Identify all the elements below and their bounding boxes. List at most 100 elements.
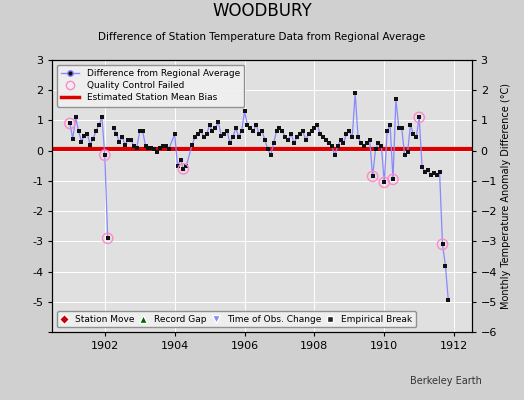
- Point: [217, 132, 225, 139]
- Point: [165, 146, 173, 152]
- Point: [156, 144, 165, 151]
- Point: [228, 134, 237, 140]
- Point: [430, 170, 438, 176]
- Point: [83, 131, 92, 137]
- Point: [144, 144, 152, 151]
- Point: [255, 131, 263, 137]
- Point: [179, 166, 188, 172]
- Point: [383, 128, 391, 134]
- Point: [74, 128, 83, 134]
- Point: [441, 262, 450, 269]
- Point: [179, 166, 188, 172]
- Y-axis label: Monthly Temperature Anomaly Difference (°C): Monthly Temperature Anomaly Difference (…: [501, 83, 511, 309]
- Point: [342, 131, 351, 137]
- Point: [340, 140, 348, 146]
- Point: [398, 125, 406, 131]
- Point: [301, 137, 310, 143]
- Point: [118, 134, 126, 140]
- Point: [153, 149, 161, 155]
- Point: [357, 140, 365, 146]
- Point: [86, 142, 94, 148]
- Point: [415, 114, 423, 121]
- Point: [336, 137, 345, 143]
- Point: [438, 241, 446, 248]
- Point: [249, 128, 257, 134]
- Point: [66, 120, 74, 127]
- Point: [78, 138, 86, 145]
- Point: [444, 297, 453, 304]
- Point: [101, 152, 109, 158]
- Text: Difference of Station Temperature Data from Regional Average: Difference of Station Temperature Data f…: [99, 32, 425, 42]
- Point: [359, 143, 368, 149]
- Point: [307, 128, 315, 134]
- Point: [412, 134, 420, 140]
- Point: [101, 152, 109, 158]
- Point: [333, 143, 342, 149]
- Point: [389, 176, 397, 182]
- Point: [237, 128, 246, 134]
- Point: [389, 176, 397, 182]
- Point: [138, 128, 147, 134]
- Point: [363, 140, 371, 146]
- Point: [441, 262, 450, 269]
- Point: [374, 140, 383, 146]
- Point: [69, 135, 77, 142]
- Text: WOODBURY: WOODBURY: [212, 2, 312, 20]
- Point: [275, 125, 283, 131]
- Point: [95, 122, 103, 128]
- Point: [418, 164, 427, 170]
- Point: [313, 122, 322, 128]
- Point: [377, 143, 386, 149]
- Point: [444, 297, 453, 304]
- Point: [348, 134, 356, 140]
- Point: [162, 143, 170, 149]
- Point: [322, 137, 330, 143]
- Point: [209, 128, 217, 134]
- Point: [89, 135, 97, 142]
- Point: [325, 140, 333, 146]
- Point: [241, 108, 249, 114]
- Point: [316, 131, 324, 137]
- Point: [392, 96, 400, 102]
- Point: [395, 125, 403, 131]
- Point: [133, 144, 141, 151]
- Point: [159, 143, 167, 149]
- Point: [278, 128, 287, 134]
- Point: [71, 114, 80, 121]
- Point: [403, 149, 412, 155]
- Point: [214, 119, 223, 125]
- Legend: Station Move, Record Gap, Time of Obs. Change, Empirical Break: Station Move, Record Gap, Time of Obs. C…: [57, 311, 416, 328]
- Point: [409, 131, 418, 137]
- Point: [182, 162, 191, 169]
- Point: [115, 138, 124, 145]
- Point: [406, 122, 414, 128]
- Point: [284, 137, 292, 143]
- Point: [173, 162, 182, 169]
- Point: [368, 173, 377, 180]
- Point: [328, 143, 336, 149]
- Point: [299, 128, 307, 134]
- Point: [191, 134, 199, 140]
- Point: [252, 122, 260, 128]
- Point: [438, 241, 446, 248]
- Point: [147, 144, 156, 151]
- Point: [112, 131, 121, 137]
- Point: [287, 131, 296, 137]
- Point: [354, 134, 362, 140]
- Point: [130, 143, 138, 149]
- Point: [136, 128, 144, 134]
- Point: [188, 142, 196, 148]
- Point: [432, 172, 441, 178]
- Point: [380, 179, 388, 186]
- Point: [66, 120, 74, 127]
- Point: [141, 143, 150, 149]
- Text: Berkeley Earth: Berkeley Earth: [410, 376, 482, 386]
- Point: [400, 152, 409, 158]
- Point: [366, 137, 374, 143]
- Point: [200, 134, 208, 140]
- Point: [104, 235, 112, 242]
- Point: [290, 140, 298, 146]
- Point: [205, 122, 214, 128]
- Point: [421, 169, 429, 175]
- Point: [110, 125, 118, 131]
